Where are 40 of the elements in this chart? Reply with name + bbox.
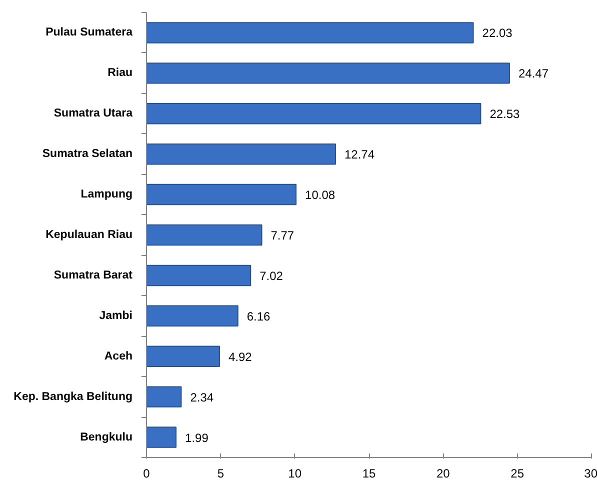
data-label: 24.47 xyxy=(518,66,549,81)
data-label: 7.77 xyxy=(270,228,294,242)
y-tick-label: Kep. Bangka Belitung xyxy=(14,390,133,403)
x-tick-label: 5 xyxy=(217,466,224,480)
data-label: 6.16 xyxy=(246,309,271,324)
bar xyxy=(146,103,482,124)
y-tick-label: Pulau Sumatera xyxy=(46,26,134,39)
x-tick-label: 0 xyxy=(143,466,150,480)
bar xyxy=(146,426,177,448)
x-tick-label: 15 xyxy=(362,466,376,480)
x-tick-label: 30 xyxy=(584,466,597,480)
bar xyxy=(146,62,510,84)
y-tick-label: Aceh xyxy=(104,350,133,362)
bar xyxy=(146,143,336,165)
data-label: 22.53 xyxy=(490,107,520,122)
bar xyxy=(146,386,182,408)
y-tick-label: Lampung xyxy=(80,188,133,201)
bar xyxy=(146,264,252,286)
bar xyxy=(146,224,262,246)
bar xyxy=(146,22,474,44)
data-label: 22.03 xyxy=(482,26,513,40)
data-label: 7.02 xyxy=(260,268,284,283)
y-tick-label: Jambi xyxy=(99,310,133,322)
x-tick-label: 25 xyxy=(510,466,524,480)
x-tick-label: 10 xyxy=(288,466,302,480)
data-label: 1.99 xyxy=(185,430,209,445)
data-label: 12.74 xyxy=(344,148,375,162)
data-label: 2.34 xyxy=(190,390,214,404)
y-tick-label: Sumatra Barat xyxy=(54,269,133,282)
data-label: 4.92 xyxy=(228,350,252,364)
y-tick-label: Kepulauan Riau xyxy=(46,229,133,241)
y-tick-label: Sumatra Selatan xyxy=(42,148,133,160)
y-tick-label: Bengkulu xyxy=(80,431,132,444)
y-tick-label: Riau xyxy=(108,67,132,80)
bar xyxy=(146,346,220,367)
bar xyxy=(146,184,297,206)
x-tick-label: 20 xyxy=(436,466,450,480)
y-tick-label: Sumatra Utara xyxy=(54,108,134,120)
data-label: 10.08 xyxy=(305,188,336,202)
bar xyxy=(146,305,238,327)
